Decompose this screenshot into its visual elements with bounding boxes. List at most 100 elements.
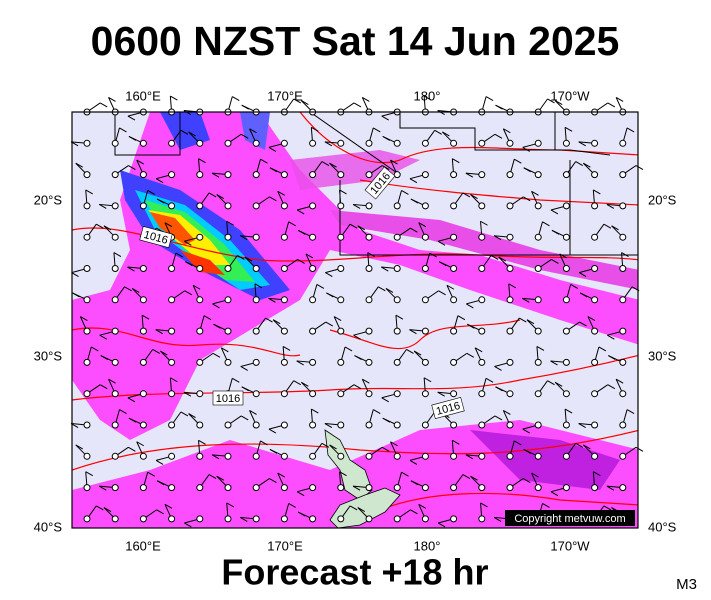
barb-flag [352, 204, 361, 209]
station [168, 296, 176, 304]
barb-flag [373, 409, 381, 415]
barb-flag [131, 287, 140, 293]
station [562, 327, 570, 335]
station [619, 327, 627, 335]
station [280, 421, 288, 429]
barb-flag [564, 408, 573, 414]
station [337, 202, 345, 210]
station [168, 452, 176, 460]
barb-flag [184, 290, 193, 296]
station [450, 265, 458, 272]
barb-flag [333, 316, 342, 321]
station [309, 202, 317, 210]
station [450, 296, 458, 304]
station [168, 484, 176, 492]
station [309, 327, 317, 335]
lon-label-top: 180° [414, 88, 441, 103]
barb-flag [325, 272, 333, 278]
station [421, 421, 429, 429]
station [280, 171, 288, 179]
barb-flag [470, 475, 478, 481]
lon-label-bottom: 170°E [267, 538, 303, 553]
barb-flag [390, 441, 398, 447]
barb-flag [390, 159, 398, 165]
barb-flag [324, 141, 333, 147]
station [83, 327, 91, 335]
barb-flag [156, 198, 165, 204]
barb-flag [221, 347, 229, 353]
barb-flag [410, 227, 418, 233]
barb-flag [353, 334, 361, 340]
barb-flag [241, 386, 249, 392]
station [534, 421, 542, 429]
barb-flag [550, 360, 558, 366]
station [111, 484, 119, 492]
barb-flag [514, 440, 522, 446]
station [252, 358, 260, 366]
station [224, 452, 232, 460]
barb-flag [523, 449, 531, 454]
barb-flag [480, 502, 488, 508]
barb-flag [260, 440, 268, 446]
station [196, 390, 204, 398]
station [393, 515, 401, 523]
station [139, 452, 147, 460]
station [478, 265, 486, 272]
barb-flag [578, 423, 586, 428]
station [83, 202, 91, 210]
station [111, 390, 119, 398]
barb-flag [401, 190, 409, 195]
station [365, 390, 373, 398]
barb-flag [579, 292, 588, 298]
station [478, 421, 486, 429]
barb-flag [522, 478, 531, 483]
station [224, 265, 232, 272]
barb-flag [128, 446, 136, 452]
barb-flag [249, 128, 257, 134]
station [393, 171, 401, 179]
barb-flag [99, 334, 107, 340]
station [280, 327, 288, 335]
barb-flag [268, 146, 277, 152]
station [421, 327, 429, 335]
barb-flag [413, 350, 422, 356]
station [196, 358, 204, 366]
station [365, 171, 373, 179]
station [83, 515, 91, 523]
barb-flag [551, 259, 559, 264]
barb-flag [494, 366, 502, 371]
barb-flag [409, 329, 417, 335]
station [506, 202, 514, 210]
station [139, 296, 147, 304]
station [337, 390, 345, 398]
barb-flag [418, 503, 426, 509]
barb-flag [155, 178, 164, 184]
station [393, 296, 401, 304]
barb-flag [583, 444, 591, 450]
barb-flag [301, 381, 309, 387]
station [224, 484, 232, 492]
station [309, 515, 317, 523]
barb-flag [184, 240, 192, 246]
barb-flag [547, 380, 555, 386]
station [83, 233, 91, 241]
barb-flag [498, 256, 507, 262]
barb-flag [147, 471, 155, 477]
barb-flag [119, 409, 127, 415]
barb-flag [381, 266, 389, 272]
barb-flag [514, 158, 522, 164]
barb-flag [367, 252, 375, 257]
station [393, 390, 401, 398]
barb-flag [203, 315, 212, 321]
station [393, 358, 401, 366]
station [139, 171, 147, 179]
barb-flag [378, 286, 386, 292]
station [139, 484, 147, 492]
barb-flag [352, 485, 361, 491]
barb-flag [211, 454, 220, 460]
barb-flag [339, 189, 347, 195]
isobar-label-group: 1016 [212, 390, 244, 406]
barb-flag [382, 136, 390, 141]
barb-flag [288, 221, 296, 227]
station [393, 484, 401, 492]
